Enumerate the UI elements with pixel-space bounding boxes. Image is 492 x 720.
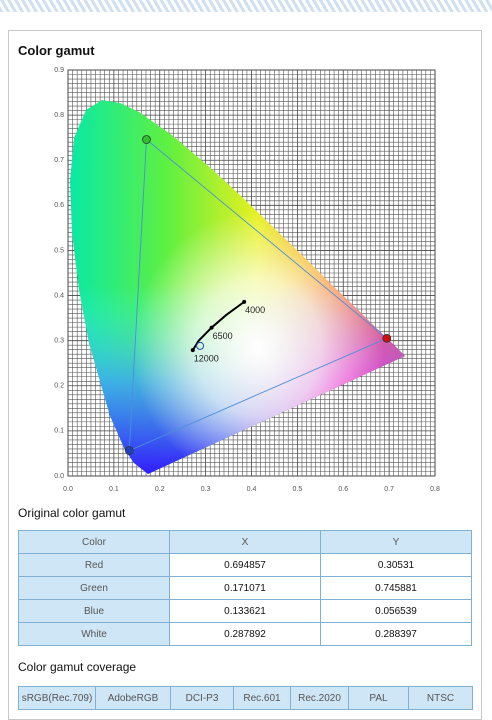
y-tick-label: 0.7 — [54, 157, 64, 164]
cct-label: 4000 — [245, 305, 265, 315]
cct-label: 12000 — [194, 354, 219, 364]
cell: 0.287892 — [169, 622, 321, 646]
cct-label: 6500 — [213, 331, 233, 341]
cell: 0.056539 — [320, 599, 472, 623]
x-tick-label: 0.1 — [109, 486, 119, 493]
white-point — [196, 341, 205, 350]
section-title: Original color gamut — [18, 506, 126, 520]
x-tick-label: 0.0 — [63, 486, 73, 493]
header-cell: PAL — [348, 686, 409, 710]
cct-point — [209, 325, 214, 330]
header-cell: Rec.601 — [233, 686, 291, 710]
chart: 12000 6500 4000 0.0 0.1 0.2 0.3 0.4 0.5 0.6 0.7 0.… — [54, 67, 440, 493]
cell: Blue — [18, 599, 170, 623]
x-tick-label: 0.4 — [247, 486, 257, 493]
header-cell: Color — [18, 530, 170, 554]
header-cell: DCI-P3 — [170, 686, 234, 710]
y-tick-label: 0.8 — [54, 112, 64, 119]
cct-point — [190, 348, 195, 353]
y-tick-label: 0.4 — [54, 292, 64, 299]
primary-point — [382, 333, 392, 343]
header-cell: X — [169, 530, 321, 554]
header-cell: Y — [320, 530, 472, 554]
cell: 0.745881 — [320, 576, 472, 600]
cell: Red — [18, 553, 170, 577]
cell: 0.288397 — [320, 622, 472, 646]
y-tick-label: 0.0 — [54, 473, 64, 480]
y-tick-label: 0.1 — [54, 428, 64, 435]
x-tick-label: 0.5 — [293, 486, 303, 493]
cell: 0.171071 — [169, 576, 321, 600]
cell: White — [18, 622, 170, 646]
y-tick-label: 0.6 — [54, 202, 64, 209]
gamut-table: Color X Y Red 0.694857 0.30531 Green 0.171071… — [18, 530, 472, 646]
section-title: Color gamut coverage — [18, 660, 137, 674]
cell: 0.133621 — [169, 599, 321, 623]
x-tick-label: 0.3 — [201, 486, 211, 493]
primary-point — [142, 135, 151, 144]
header-cell: AdobeRGB — [95, 686, 171, 710]
primary-point — [124, 446, 134, 455]
y-tick-label: 0.2 — [54, 383, 64, 390]
y-tick-label: 0.9 — [54, 67, 64, 74]
decor-band — [0, 0, 492, 12]
header-cell: Rec.2020 — [290, 686, 349, 710]
x-tick-label: 0.6 — [338, 486, 348, 493]
y-tick-label: 0.5 — [54, 247, 64, 254]
marks: 12000 6500 4000 — [124, 135, 392, 455]
x-tick-label: 0.8 — [430, 486, 440, 493]
section-title: Color gamut — [18, 43, 95, 58]
cell: 0.694857 — [169, 553, 321, 577]
coverage-table: sRGB(Rec.709) AdobeRGB DCI-P3 Rec.601 Rec.20… — [18, 686, 473, 710]
x-tick-label: 0.7 — [384, 486, 394, 493]
x-tick-label: 0.2 — [155, 486, 165, 493]
header-cell: sRGB(Rec.709) — [18, 686, 96, 710]
cell: 0.30531 — [320, 553, 472, 577]
cct-point — [242, 299, 247, 304]
cell: Green — [18, 576, 170, 600]
gamut-triangle — [128, 138, 388, 452]
header-cell: NTSC — [408, 686, 473, 710]
y-tick-label: 0.3 — [54, 338, 64, 345]
